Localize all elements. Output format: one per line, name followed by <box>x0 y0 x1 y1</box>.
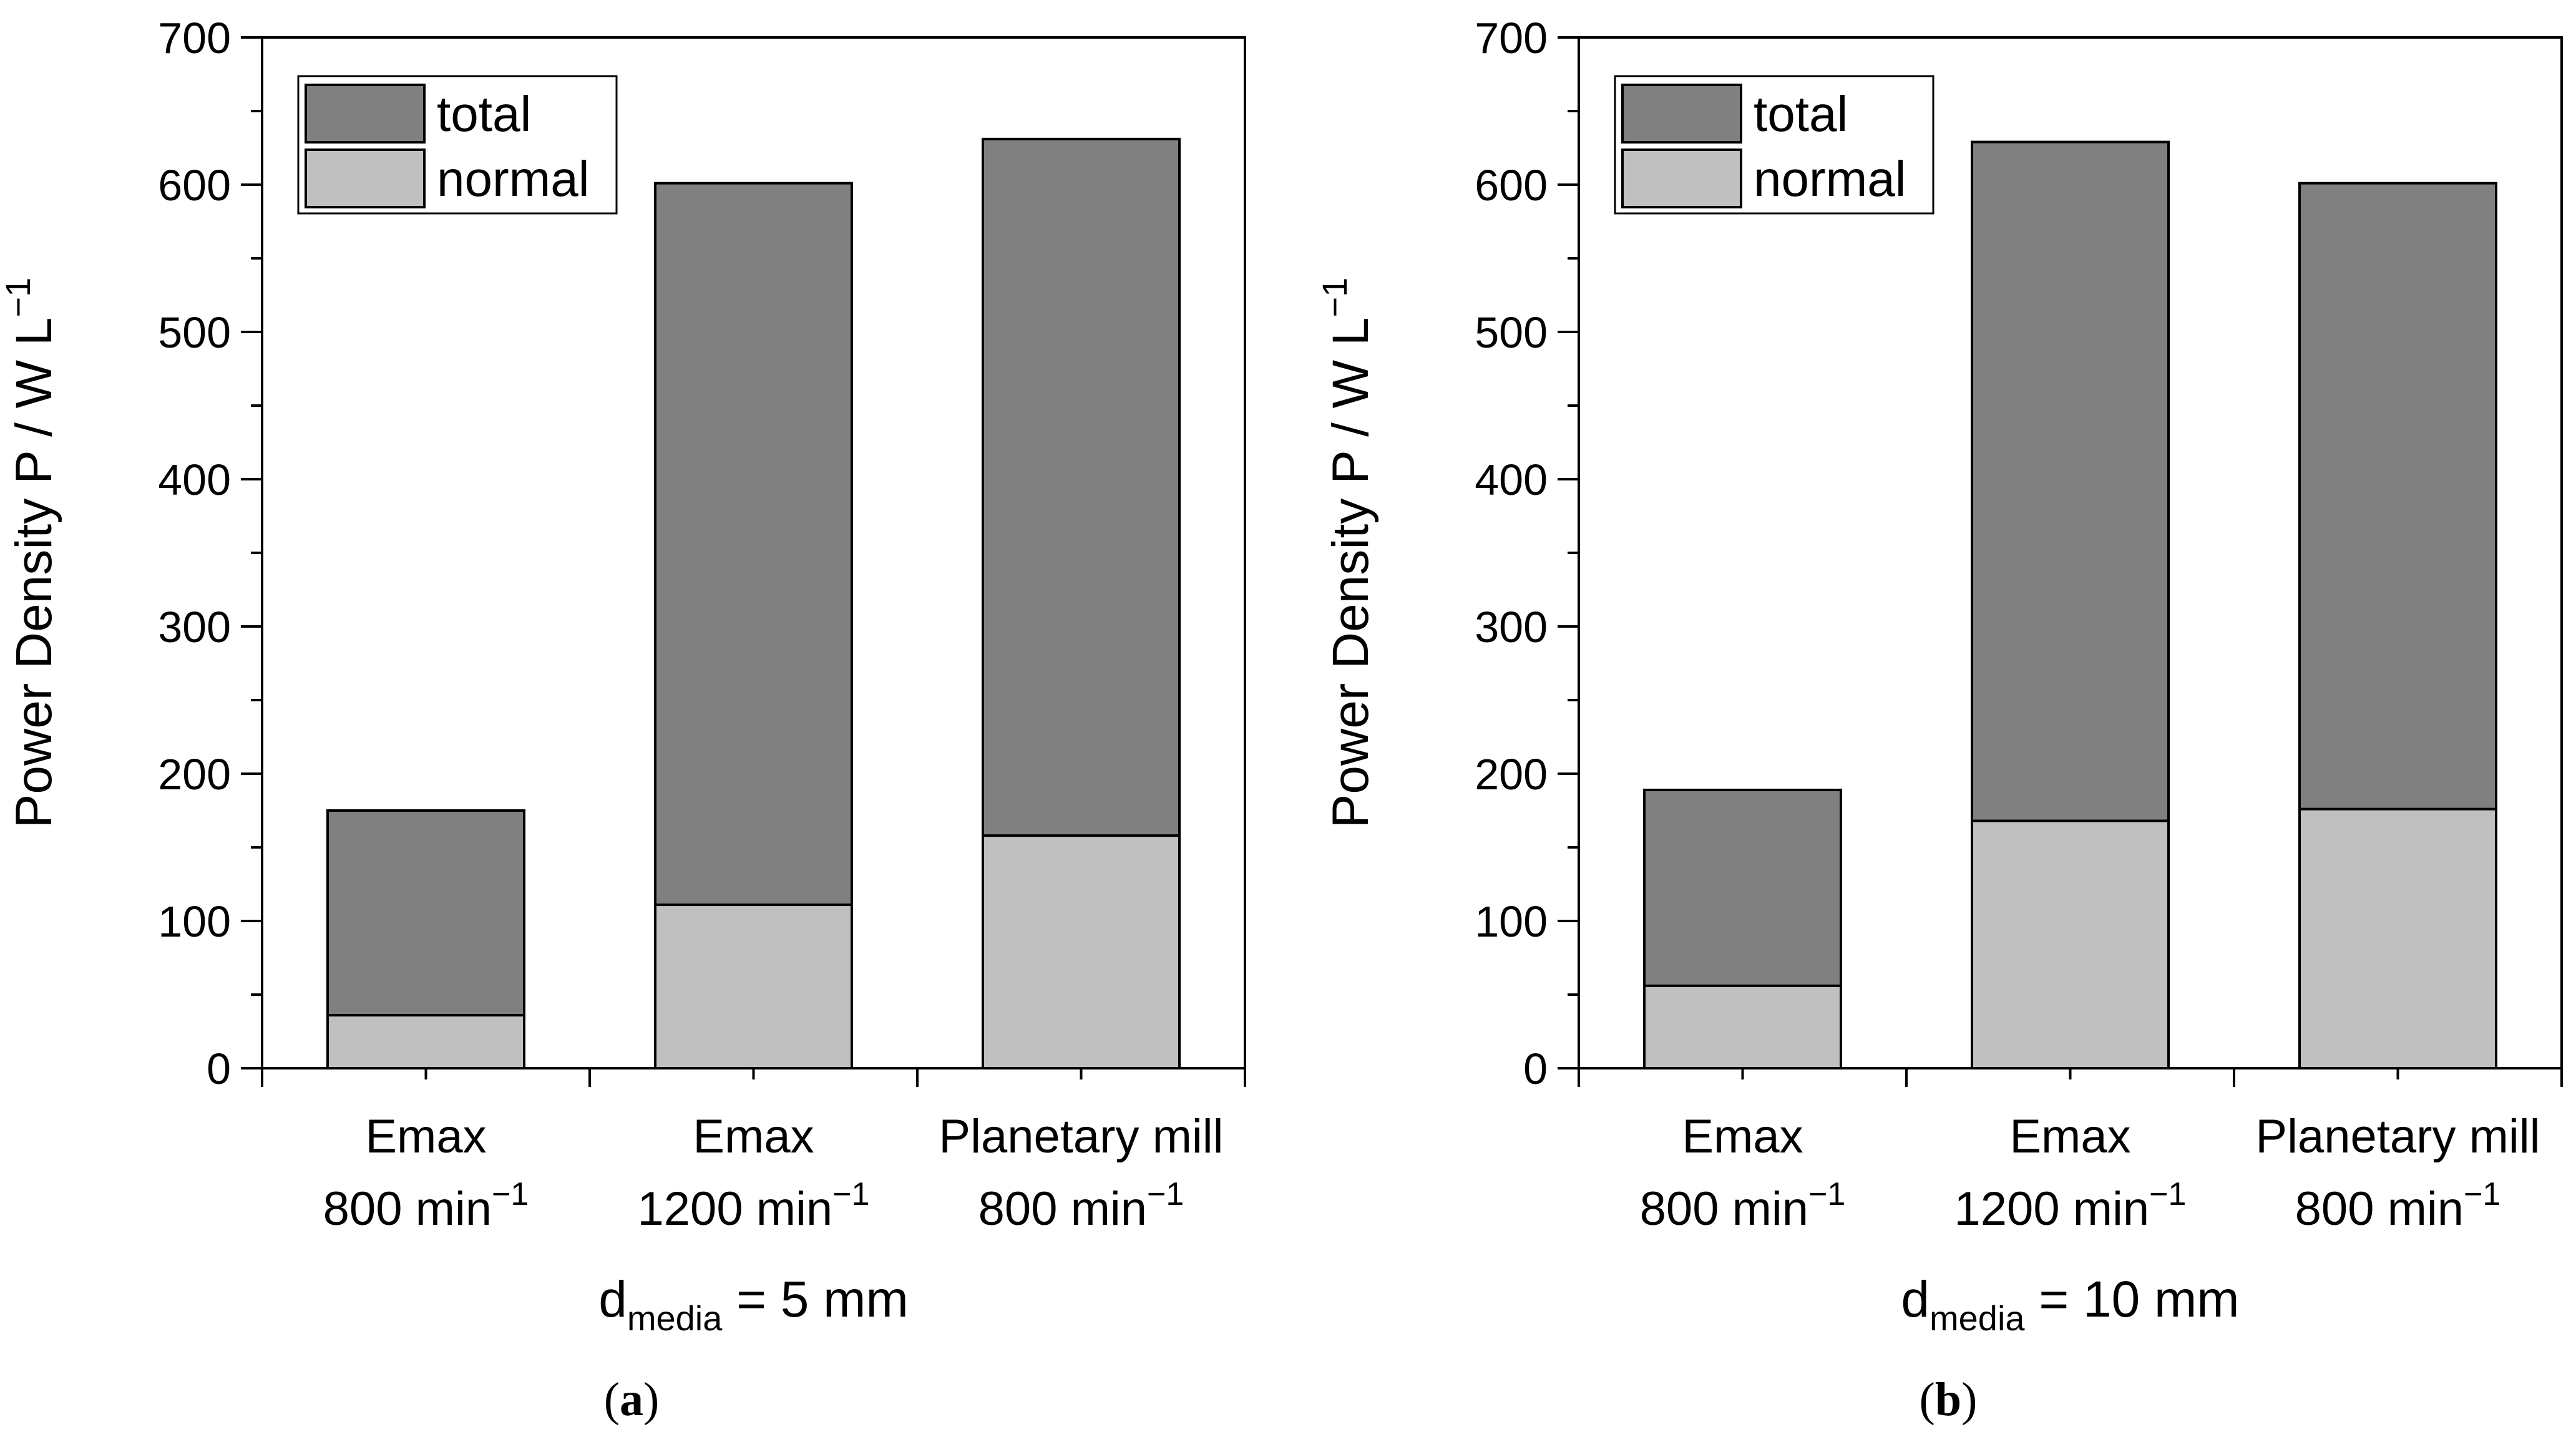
x-axis-label: dmedia = 5 mm <box>598 1271 909 1338</box>
y-tick-label: 0 <box>207 1045 231 1093</box>
x-tick-label-superscript: −1 <box>832 1176 869 1212</box>
x-tick-label-line1: Emax <box>693 1110 814 1163</box>
x-tick-label-value: 1200 min <box>1954 1182 2150 1235</box>
panel-caption: (a) <box>604 1373 660 1426</box>
caption-close-paren: ) <box>1961 1373 1977 1426</box>
legend: total normal <box>297 75 618 215</box>
legend-swatch-total <box>305 84 426 144</box>
x-tick-label-superscript: −1 <box>2149 1176 2186 1212</box>
legend-label-total: total <box>1754 86 1848 142</box>
x-axis-label-subscript: media <box>627 1298 723 1338</box>
x-tick-label-line2: 1200 min−1 <box>638 1176 870 1235</box>
x-tick-label-line1: Planetary mill <box>2255 1110 2540 1163</box>
y-axis-label: Power Density P / W L−1 <box>0 278 62 829</box>
bar-normal-0 <box>326 1014 525 1070</box>
legend-swatch-normal <box>1621 149 1742 208</box>
y-tick-label: 400 <box>158 455 231 504</box>
x-tick-label-line1: Emax <box>1682 1110 1803 1163</box>
y-tick-label: 100 <box>158 897 231 946</box>
x-axis-label-rest: = 5 mm <box>722 1271 908 1328</box>
x-tick-label-line2: 800 min−1 <box>1640 1176 1846 1235</box>
y-tick-label: 600 <box>158 161 231 210</box>
y-tick-label: 700 <box>158 14 231 62</box>
caption-letter: a <box>620 1373 643 1426</box>
legend-label-normal: normal <box>1754 151 1906 207</box>
legend-label-normal: normal <box>437 151 590 207</box>
y-axis-label-superscript: −1 <box>1315 278 1354 318</box>
x-tick-label-line2: 800 min−1 <box>2295 1176 2501 1235</box>
x-axis-label: dmedia = 10 mm <box>1901 1271 2239 1338</box>
x-axis-label-subscript: media <box>1930 1298 2025 1338</box>
x-axis-label-rest: = 10 mm <box>2025 1271 2240 1328</box>
caption-close-paren: ) <box>643 1373 659 1426</box>
x-tick-label-superscript: −1 <box>1808 1176 1845 1212</box>
x-tick-label-value: 800 min <box>323 1182 492 1235</box>
y-tick-label: 0 <box>1523 1045 1548 1093</box>
x-axis-label-main: d <box>1901 1271 1930 1328</box>
caption-letter: b <box>1935 1373 1961 1426</box>
x-tick-label-value: 1200 min <box>638 1182 833 1235</box>
x-axis-label-main: d <box>598 1271 627 1328</box>
x-tick-label-superscript: −1 <box>2464 1176 2500 1212</box>
bar-normal-2 <box>2298 807 2497 1069</box>
caption-open-paren: ( <box>604 1373 620 1426</box>
bar-normal-0 <box>1643 984 1842 1069</box>
y-tick-label: 100 <box>1475 897 1548 946</box>
x-tick-label-superscript: −1 <box>492 1176 529 1212</box>
panel-caption: (b) <box>1920 1373 1978 1426</box>
legend-label-total: total <box>437 86 531 142</box>
x-tick-label-value: 800 min <box>978 1182 1147 1235</box>
y-axis-label: Power Density P / W L−1 <box>1315 278 1379 829</box>
y-tick-label: 700 <box>1475 14 1548 62</box>
x-tick-label-line1: Planetary mill <box>939 1110 1223 1163</box>
bar-normal-1 <box>654 904 853 1070</box>
y-tick-label: 300 <box>1475 603 1548 651</box>
bar-normal-1 <box>1971 819 2170 1070</box>
x-tick-label-line2: 800 min−1 <box>323 1176 529 1235</box>
legend-swatch-normal <box>305 149 426 208</box>
x-tick-label-line1: Emax <box>365 1110 486 1163</box>
y-tick-label: 600 <box>1475 161 1548 210</box>
y-axis-label-main: Power Density P / W L <box>1322 318 1379 829</box>
x-tick-label-line2: 1200 min−1 <box>1954 1176 2187 1235</box>
x-tick-label-line2: 800 min−1 <box>978 1176 1184 1235</box>
y-tick-label: 500 <box>158 308 231 357</box>
x-tick-label-line1: Emax <box>2009 1110 2130 1163</box>
y-tick-label: 300 <box>158 603 231 651</box>
y-axis-label-superscript: −1 <box>0 278 37 318</box>
y-tick-label: 400 <box>1475 455 1548 504</box>
caption-open-paren: ( <box>1920 1373 1935 1426</box>
x-tick-label-value: 800 min <box>1640 1182 1808 1235</box>
legend: total normal <box>1614 75 1934 215</box>
y-tick-label: 200 <box>158 750 231 799</box>
legend-swatch-total <box>1621 84 1742 144</box>
y-tick-label: 500 <box>1475 308 1548 357</box>
x-tick-label-value: 800 min <box>2295 1182 2464 1235</box>
y-axis-label-main: Power Density P / W L <box>6 318 62 829</box>
x-tick-label-superscript: −1 <box>1147 1176 1184 1212</box>
bar-normal-2 <box>982 834 1181 1069</box>
y-tick-label: 200 <box>1475 750 1548 799</box>
